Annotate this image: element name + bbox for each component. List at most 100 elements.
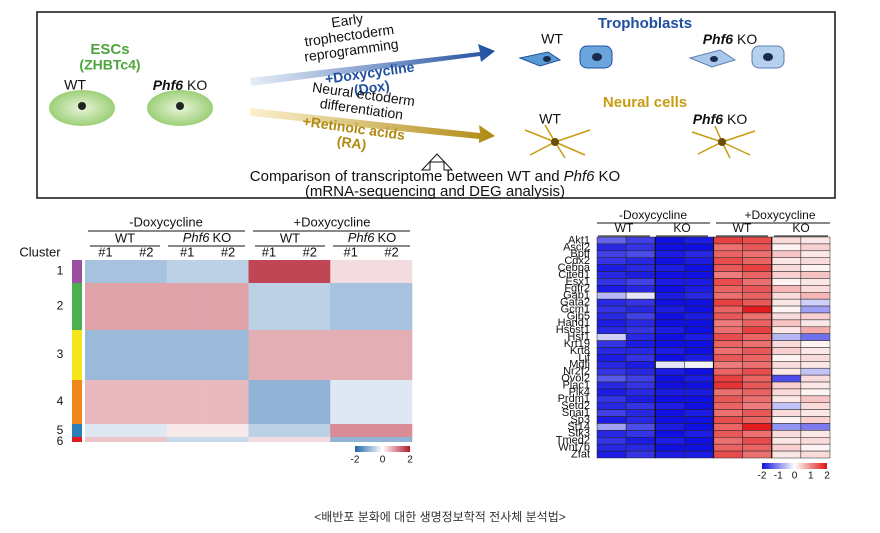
heatmap-cell [625,278,656,286]
heatmap-cell [166,260,208,283]
heatmap-cell [742,416,772,424]
heatmap-cell [742,374,772,383]
heatmap-cell [596,354,627,362]
heatmap-cell [655,347,685,355]
gene: Phf6 [564,168,596,185]
heatmap-cell [166,283,208,330]
comparison-sub: (mRNA-sequencing and DEG analysis) [305,183,565,200]
heatmap-cell [655,416,685,424]
heatmap-cell [625,395,656,403]
heatmap-cell [625,271,656,279]
heatmap-cell [713,257,743,265]
heatmap-cell [207,330,249,380]
heatmap-cell [596,381,627,390]
heatmap-cell [625,305,656,314]
heatmap-cell [713,361,743,369]
heatmap-cell [800,354,831,362]
heatmap-cell [655,257,685,265]
heatmap-cell [771,416,802,424]
heatmap-cell [771,437,802,445]
heatmap-cell [625,292,656,300]
gene: Phf6 [183,230,211,245]
heatmap-cell [713,250,743,258]
heatmap-cell [742,361,772,369]
heatmap-cell [771,347,802,355]
heatmap-cell [713,236,743,245]
heatmap-cell [742,236,772,245]
gene-label: Fgfr2 [564,283,590,295]
heatmap-cell [742,423,772,431]
heatmap-cell [800,409,831,417]
heatmap-cell [207,260,249,283]
heatmap-cell [771,340,802,348]
heatmap-cell [125,437,168,442]
heatmap-cell [625,354,656,362]
heatmap-cell [596,409,627,417]
heatmap-cell [684,388,714,397]
gene-label: Akt1 [568,234,590,246]
cluster-bar [72,260,82,283]
gene: Phf6 [703,31,734,47]
cluster-number: 2 [57,299,64,313]
colorbar [355,446,410,452]
heatmap-cell [800,319,831,328]
heatmap-cell [713,354,743,362]
heatmap-cell [596,305,627,314]
heatmap-cell [655,361,685,369]
heatmap-cell [655,409,685,417]
cluster-number: 5 [57,423,64,437]
heatmap-cell [371,437,413,442]
heatmap-cell [713,423,743,431]
heatmap-cell [625,416,656,424]
heatmap-cell [684,402,714,410]
heatmap-cell [771,264,802,272]
heatmap-cell [684,437,714,445]
heatmap-cell [85,283,127,330]
gene-label: Cebpa [558,262,591,274]
heatmap-cell [771,388,802,397]
heatmap-cell [596,326,627,334]
gene-label: Zfat [571,448,590,460]
ko: KO [737,31,757,47]
gene-label: Gab1 [563,290,590,302]
heatmap-cell [625,423,656,431]
heatmap-cell [655,298,685,307]
heatmap-cell [713,264,743,272]
heatmap-cell [596,423,627,431]
heatmap-cell [771,374,802,383]
colorbar [762,463,827,469]
heatmap-cell [684,312,714,321]
heatmap-cell [596,361,627,369]
heatmap-cell [85,424,127,437]
genotype: KO [673,221,690,235]
heatmap-cell [742,298,772,307]
heatmap-cell [625,409,656,417]
heatmap-cell [771,402,802,410]
heatmap-cell [771,243,802,252]
tropho-title: Trophoblasts [598,15,692,32]
heatmap-cell [713,388,743,397]
ko: KO [212,230,231,245]
heatmap-cell [248,260,290,283]
heatmap-cell [596,374,627,383]
treatment: (RA) [336,133,367,153]
heatmap-cell [330,424,372,437]
heatmap-cell [655,402,685,410]
heatmap-cell [596,319,627,328]
cluster-bar [72,283,82,330]
heatmap-cell [742,312,772,321]
heatmap-cell [371,330,413,380]
heatmap-cell [684,285,714,293]
heatmap-cell [684,395,714,403]
heatmap-cell [771,430,802,438]
group-label: -Doxycycline [619,208,687,222]
heatmap-cell [289,437,331,442]
gene-label: Gjb5 [567,310,590,322]
heatmap-cell [371,260,413,283]
heatmap-cell [771,354,802,362]
heatmap-cell [800,423,831,431]
heatmap-cell [207,437,249,442]
heatmap-cell [289,283,331,330]
heatmap-cell [800,361,831,369]
heatmap-cell [771,271,802,279]
